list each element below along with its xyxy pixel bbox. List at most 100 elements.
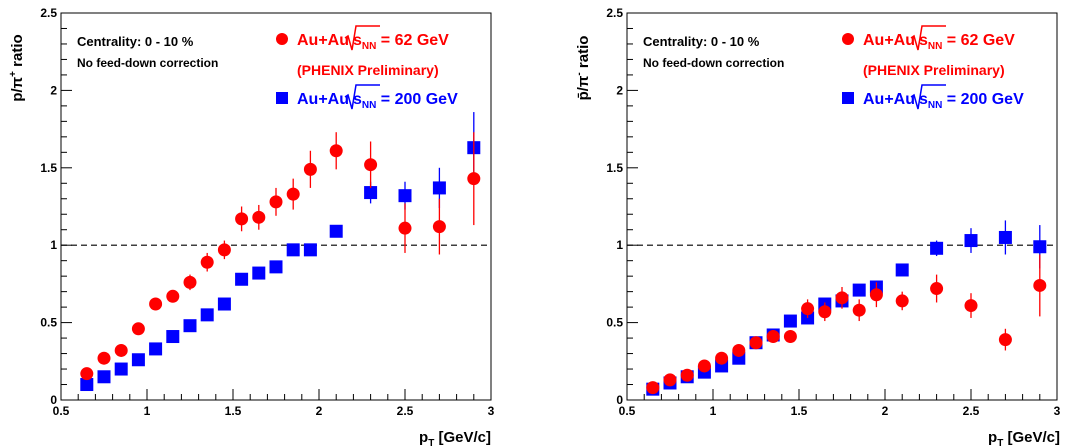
left-62gev-point <box>80 367 94 381</box>
left-x-label-sub: T <box>428 438 434 448</box>
right-y-label-main: p̄/π <box>575 75 592 100</box>
left-200gev-point <box>252 266 266 280</box>
left-200gev-point <box>329 224 343 238</box>
left-legend-62-sqrt: s <box>353 32 362 49</box>
right-62gev-point <box>663 373 677 387</box>
right-200gev-point <box>930 241 944 255</box>
left-200gev-point <box>131 353 145 367</box>
left-annotation-centrality: Centrality: 0 - 10 % <box>77 34 194 49</box>
right-x-tick-label: 2 <box>882 404 889 418</box>
right-annotation-centrality: Centrality: 0 - 10 % <box>643 34 760 49</box>
left-200gev-point <box>97 370 111 384</box>
right-62gev-point <box>930 282 944 296</box>
left-62gev-point <box>303 162 317 176</box>
left-legend-62-note: (PHENIX Preliminary) <box>297 62 439 78</box>
left-legend-200-radical <box>344 84 380 110</box>
right-legend-62-suffix: = 62 GeV <box>942 32 1015 49</box>
right-62gev-point <box>818 305 832 319</box>
left-plot-frame <box>60 12 492 401</box>
left-62gev-point <box>398 221 412 235</box>
right-62gev-point <box>869 288 883 302</box>
right-x-tick-label: 0.5 <box>619 404 636 418</box>
left-legend-62-sub: NN <box>362 41 376 52</box>
left-200gev-point <box>149 342 163 356</box>
right-legend-62: Au+Au sNN = 62 GeV <box>863 32 1015 52</box>
right-x-label-main: p <box>988 429 997 446</box>
right-legend-200: Au+Au sNN = 200 GeV <box>863 91 1024 111</box>
right-plot-marks: 0.5 1 1.5 2 2.5 300.511.522.5 <box>606 6 1060 418</box>
right-y-tick-label: 2.5 <box>606 6 623 20</box>
left-legend: Au+Au sNN = 62 GeV (PHENIX Preliminary) A… <box>276 25 458 111</box>
right-legend-marker-62 <box>842 33 854 45</box>
right-200gev-point <box>895 263 909 277</box>
left-legend-marker-200 <box>276 92 288 104</box>
right-x-tick-label: 1.5 <box>791 404 808 418</box>
right-legend-62-note: (PHENIX Preliminary) <box>863 62 1005 78</box>
right-x-tick-label: 3 <box>1054 404 1061 418</box>
right-62gev-point <box>766 330 780 344</box>
left-x-tick-label: 0.5 <box>53 404 70 418</box>
left-legend-62-radical <box>344 25 380 51</box>
right-x-tick-label: 1 <box>710 404 717 418</box>
right-62gev-point <box>895 294 909 308</box>
right-y-tick-label: 2 <box>616 83 623 97</box>
left-62gev-point <box>235 212 249 226</box>
left-62gev-point <box>329 144 343 158</box>
right-62gev-point <box>998 333 1012 347</box>
left-62gev-point <box>432 220 446 234</box>
left-x-tick-label: 1 <box>144 404 151 418</box>
left-legend-62-prefix: Au+Au <box>297 32 349 49</box>
left-y-tick-label: 0 <box>50 393 57 407</box>
right-200gev-point <box>783 314 797 328</box>
left-legend-200-sub: NN <box>362 100 376 111</box>
right-62gev-point <box>715 351 729 365</box>
left-x-tick-label: 1.5 <box>225 404 242 418</box>
right-legend-200-sqrt: s <box>919 91 928 108</box>
right-200gev-point <box>852 283 866 297</box>
right-legend-marker-200 <box>842 92 854 104</box>
right-62gev-point <box>680 368 694 382</box>
left-x-label-main: p <box>419 429 428 446</box>
right-62gev-point <box>964 299 978 313</box>
left-200gev-point <box>235 272 249 286</box>
left-62gev-point <box>149 297 163 311</box>
left-legend-marker-62 <box>276 33 288 45</box>
right-200gev-point <box>964 234 978 248</box>
left-legend-200-suffix: = 200 GeV <box>376 91 458 108</box>
left-200gev-point <box>364 186 378 200</box>
right-plot-frame <box>626 12 1058 401</box>
left-62gev-point <box>200 255 214 269</box>
right-legend-200-radical <box>910 84 946 110</box>
left-y-label-main: p/π <box>9 76 26 101</box>
right-legend-62-sqrt: s <box>919 32 928 49</box>
left-62gev-point <box>131 322 145 336</box>
left-y-axis-label: p/π+ ratio <box>8 34 26 101</box>
right-y-tick-label: 1.5 <box>606 161 623 175</box>
right-62gev-point <box>697 359 711 373</box>
left-x-label-tail: [GeV/c] <box>434 429 491 446</box>
left-62gev-point <box>166 289 180 303</box>
left-62gev-point <box>114 343 128 357</box>
left-200gev-point <box>166 330 180 344</box>
right-62gev-point <box>852 303 866 317</box>
left-200gev-point <box>432 181 446 195</box>
left-y-tick-label: 1.5 <box>40 161 57 175</box>
left-legend-62: Au+Au sNN = 62 GeV <box>297 32 449 52</box>
right-y-tick-label: 1 <box>616 238 623 252</box>
left-y-tick-label: 2 <box>50 83 57 97</box>
left-legend-62-suffix: = 62 GeV <box>376 32 449 49</box>
left-legend-200-prefix: Au+Au <box>297 91 349 108</box>
right-62gev-point <box>783 330 797 344</box>
right-legend-200-prefix: Au+Au <box>863 91 915 108</box>
left-panel: 0.5 1 1.5 2 2.5 300.511.522.5 p/π+ ratio pT [… <box>8 6 495 448</box>
left-62gev-point <box>217 243 231 257</box>
left-200gev-point <box>286 243 300 257</box>
right-legend-62-sub: NN <box>928 41 942 52</box>
left-legend-200-sqrt: s <box>353 91 362 108</box>
left-legend-200: Au+Au sNN = 200 GeV <box>297 91 458 111</box>
right-62gev-point <box>835 291 849 305</box>
left-62gev-point <box>97 351 111 365</box>
right-x-label-tail: [GeV/c] <box>1003 429 1060 446</box>
left-y-tick-label: 2.5 <box>40 6 57 20</box>
